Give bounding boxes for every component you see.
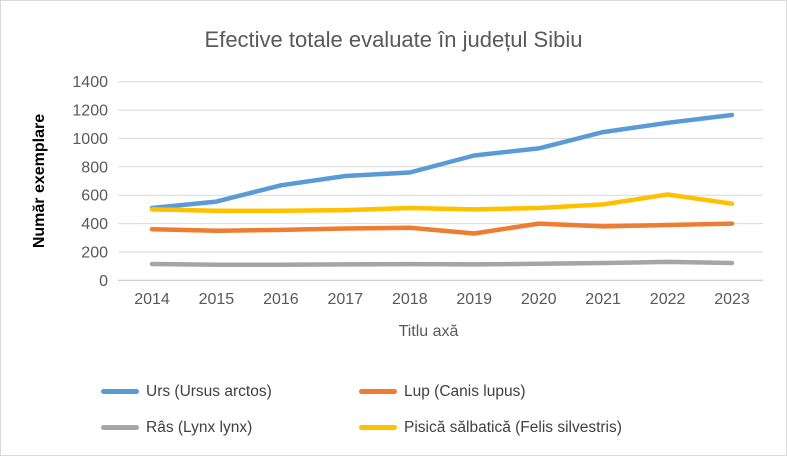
x-tick-label: 2014 xyxy=(134,291,170,308)
x-tick-label: 2022 xyxy=(650,291,686,308)
series-line-lup[interactable] xyxy=(149,221,735,236)
x-axis-title: Titlu axă xyxy=(398,323,459,340)
y-tick-label: 400 xyxy=(81,216,108,233)
y-tick-label: 1200 xyxy=(72,103,108,120)
x-tick-label: 2015 xyxy=(199,291,235,308)
legend-label-pisica: Pisică sălbatică (Felis silvestris) xyxy=(404,418,622,436)
legend-swatch-urs xyxy=(101,389,139,394)
legend-swatch-pisica xyxy=(359,425,397,430)
x-tick-label: 2020 xyxy=(521,291,557,308)
legend-label-lup: Lup (Canis lupus) xyxy=(404,382,526,400)
legend-item-pisica[interactable]: Pisică sălbatică (Felis silvestris) xyxy=(359,418,622,437)
x-tick-label: 2019 xyxy=(456,291,492,308)
legend-item-ras[interactable]: Râs (Lynx lynx) xyxy=(101,418,359,437)
y-axis-title: Număr exemplare xyxy=(31,113,48,249)
y-tick-label: 800 xyxy=(81,159,108,176)
x-tick-label: 2021 xyxy=(585,291,621,308)
legend: Urs (Ursus arctos) Lup (Canis lupus) Râs… xyxy=(101,382,622,437)
series-line-ras[interactable] xyxy=(149,259,735,267)
legend-swatch-lup xyxy=(359,389,397,394)
x-tick-label: 2016 xyxy=(263,291,299,308)
y-tick-label: 600 xyxy=(81,188,108,205)
legend-label-urs: Urs (Ursus arctos) xyxy=(146,382,272,400)
y-tick-label: 0 xyxy=(99,273,108,290)
y-tick-label: 200 xyxy=(81,244,108,261)
legend-item-lup[interactable]: Lup (Canis lupus) xyxy=(359,382,622,401)
legend-swatch-ras xyxy=(101,425,139,430)
y-tick-label: 1400 xyxy=(72,74,108,91)
chart-title: Efective totale evaluate în județul Sibi… xyxy=(204,27,583,52)
x-tick-label: 2018 xyxy=(392,291,428,308)
series-line-pisica[interactable] xyxy=(149,192,735,214)
legend-item-urs[interactable]: Urs (Ursus arctos) xyxy=(101,382,359,401)
x-tick-label: 2017 xyxy=(328,291,364,308)
series-line-urs[interactable] xyxy=(149,112,735,211)
legend-label-ras: Râs (Lynx lynx) xyxy=(146,418,253,436)
y-tick-label: 1000 xyxy=(72,131,108,148)
x-tick-label: 2023 xyxy=(714,291,750,308)
